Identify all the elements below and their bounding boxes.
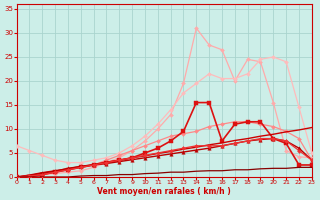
X-axis label: Vent moyen/en rafales ( km/h ): Vent moyen/en rafales ( km/h )	[97, 187, 231, 196]
